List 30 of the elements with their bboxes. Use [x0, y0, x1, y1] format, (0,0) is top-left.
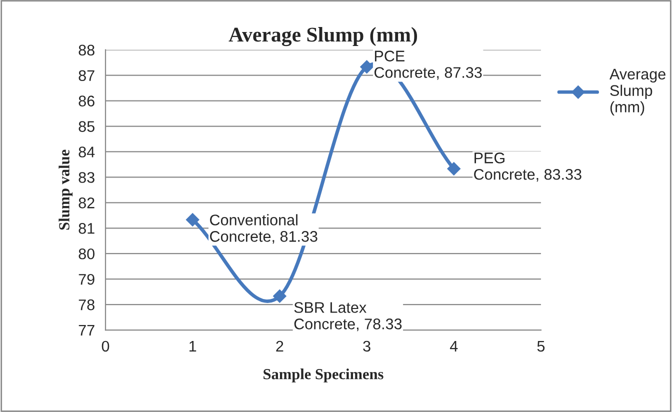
y-tick-label: 80	[78, 248, 94, 260]
y-axis-title: Slump value	[58, 150, 73, 230]
point	[186, 213, 200, 226]
y-tick-label: 83	[78, 172, 94, 183]
point	[447, 162, 460, 176]
y-tick-label: 86	[78, 96, 94, 106]
y-tick-label: 84	[78, 146, 95, 158]
y-tick-label: 77	[78, 325, 94, 336]
point	[273, 290, 286, 303]
y-tick-label: 87	[78, 70, 94, 82]
point	[360, 60, 374, 74]
y-tick-label: 88	[78, 44, 94, 56]
annotation: PCE Concrete, 87.33	[374, 50, 482, 80]
x-tick-label: 0	[102, 340, 110, 352]
annotation: Conventional Concrete, 81.33	[210, 214, 318, 244]
y-tick-label: 85	[78, 121, 94, 132]
x-tick-label: 3	[363, 340, 370, 352]
annotation: PEG Concrete, 83.33	[474, 152, 582, 182]
x-tick-label: 1	[190, 340, 196, 352]
x-tick-label: 4	[450, 340, 458, 352]
legend-label: Average Slump (mm)	[610, 68, 666, 116]
x-tick-label: 5	[537, 340, 545, 352]
y-tick-label: 81	[78, 223, 94, 234]
y-tick-label: 79	[78, 274, 94, 285]
x-tick-label: 2	[276, 340, 284, 352]
x-axis-title: Sample Specimens	[264, 368, 384, 382]
y-tick-label: 82	[78, 198, 94, 208]
annotation: SBR Latex Concrete, 78.33	[294, 302, 402, 332]
chart-title: Average Slump (mm)	[228, 27, 418, 46]
y-tick-label: 78	[78, 299, 94, 310]
